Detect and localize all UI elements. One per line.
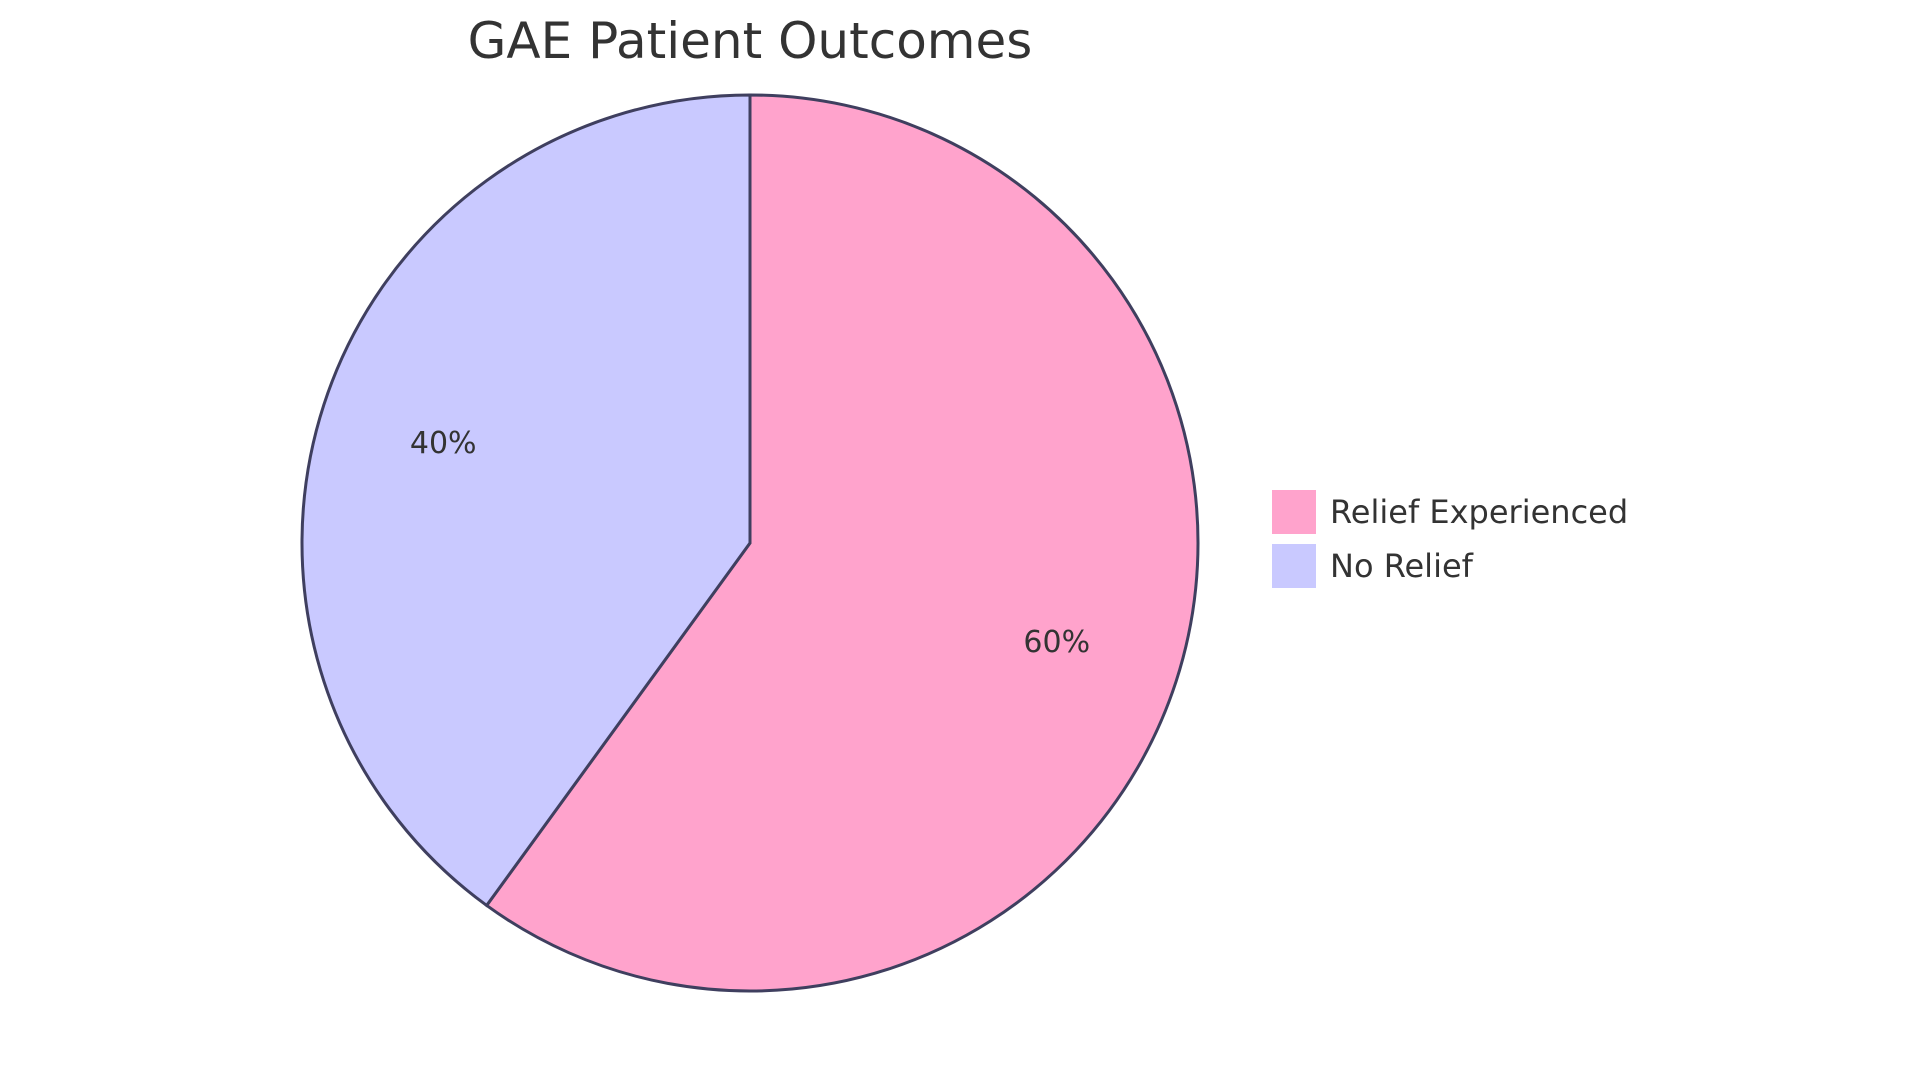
pie-slice-no-relief bbox=[300, 93, 752, 908]
pie-slice-labels: 60% 40% bbox=[410, 426, 1090, 660]
slice-label-relief-experienced: 60% bbox=[1023, 625, 1090, 660]
legend-swatch-relief-experienced bbox=[1272, 490, 1316, 534]
slice-label-no-relief: 40% bbox=[410, 426, 477, 461]
pie-slice-relief-experienced bbox=[484, 93, 1200, 993]
legend-label-no-relief: No Relief bbox=[1330, 547, 1474, 585]
legend: Relief Experienced No Relief bbox=[1272, 490, 1628, 588]
chart-title: GAE Patient Outcomes bbox=[468, 12, 1033, 70]
legend-label-relief-experienced: Relief Experienced bbox=[1330, 493, 1628, 531]
pie-slices bbox=[300, 93, 1200, 993]
legend-swatch-no-relief bbox=[1272, 544, 1316, 588]
